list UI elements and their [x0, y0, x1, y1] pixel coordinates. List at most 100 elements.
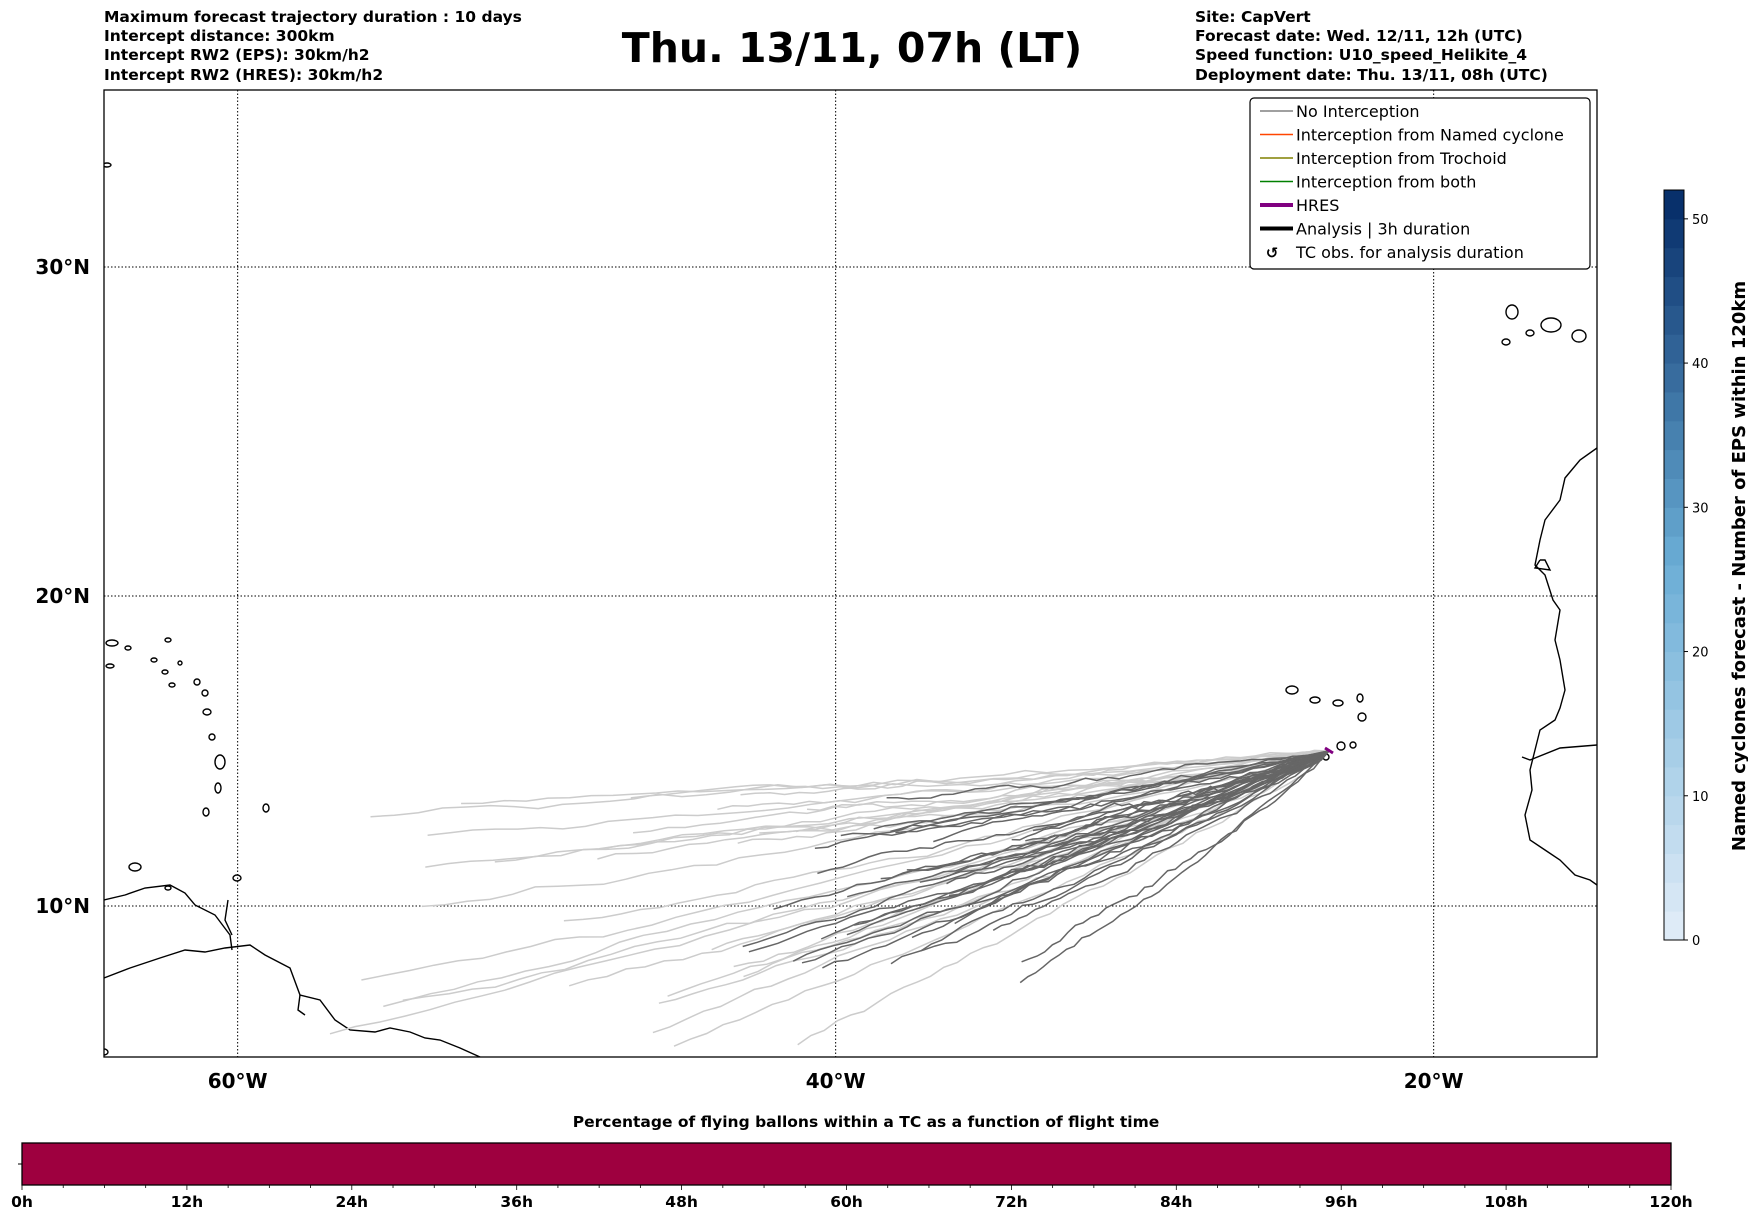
trajectory-line — [425, 750, 1330, 868]
flight-time-bar-chart: Percentage of flying ballons within a TC… — [11, 1113, 1693, 1211]
x-tick-label: 36h — [500, 1193, 533, 1211]
island-coastline — [1336, 741, 1346, 751]
island-coastline — [1540, 317, 1562, 333]
colorbar-tick-label: 0 — [1692, 934, 1700, 949]
island-coastline — [164, 885, 172, 891]
coastline — [1521, 744, 1597, 761]
coastlines — [104, 162, 1597, 1057]
x-tick-label: 120h — [1649, 1193, 1692, 1211]
island-coastline — [105, 639, 119, 647]
coastline — [1524, 447, 1597, 886]
colorbar-segment — [1664, 478, 1684, 508]
colorbar-segment — [1664, 680, 1684, 710]
colorbar-segment — [1664, 853, 1684, 883]
colorbar-segment — [1664, 218, 1684, 249]
colorbar-segment — [1664, 363, 1684, 393]
colorbar-tick-label: 10 — [1692, 790, 1709, 805]
trajectory-line — [563, 750, 1330, 922]
header-right: Site: CapVert Forecast date: Wed. 12/11,… — [1195, 8, 1548, 84]
colorbar-frame — [1663, 189, 1685, 941]
trajectory-line — [890, 750, 1330, 833]
bar-chart-title: Percentage of flying ballons within a TC… — [573, 1113, 1160, 1131]
coastline — [1533, 559, 1552, 571]
trajectory-line — [673, 750, 1330, 1047]
lon-tick-label: 60°W — [208, 1069, 268, 1093]
lon-tick-label: 20°W — [1404, 1069, 1464, 1093]
island-coastline — [177, 660, 183, 666]
trajectory-line — [886, 750, 1330, 800]
map: 30°N 20°N 10°N 60°W 40°W 20°W — [35, 89, 1598, 1093]
trajectory-line — [814, 750, 1330, 849]
legend-item-label: Interception from Named cyclone — [1296, 126, 1564, 145]
trajectory-line — [743, 750, 1330, 978]
island-coastline — [1571, 329, 1587, 343]
colorbar-segment — [1664, 391, 1684, 422]
colorbar-segment — [1664, 911, 1684, 941]
island-coastline — [104, 1048, 109, 1056]
colorbar-segment — [1664, 507, 1684, 537]
island-coastline — [262, 803, 270, 813]
colorbar-segment — [1664, 565, 1684, 595]
colorbar-segment — [1664, 247, 1684, 278]
colorbar-tick-label: 40 — [1692, 357, 1709, 372]
coastline — [297, 994, 306, 1016]
coastline — [104, 944, 481, 1057]
tc-obs-marker-icon: ↺ — [1266, 244, 1279, 262]
colorbar-segment — [1664, 766, 1684, 797]
colorbar-segment — [1664, 276, 1684, 306]
header-left-line: Intercept distance: 300km — [104, 27, 335, 45]
colorbar-segment — [1664, 795, 1684, 826]
island-coastline — [1501, 338, 1511, 346]
legend-item-label: TC obs. for analysis duration — [1295, 243, 1524, 262]
legend-item-label: Interception from both — [1296, 173, 1476, 192]
header-left-line: Maximum forecast trajectory duration : 1… — [104, 8, 522, 26]
colorbar-tick-label: 30 — [1692, 501, 1709, 516]
coastline — [224, 899, 233, 936]
header-right-line: Speed function: U10_speed_Helikite_4 — [1195, 46, 1527, 64]
colorbar-segment — [1664, 824, 1684, 854]
trajectory-line — [797, 750, 1330, 1046]
legend-box — [1249, 97, 1591, 270]
x-tick-label: 24h — [335, 1193, 368, 1211]
x-tick-label: 12h — [171, 1193, 204, 1211]
colorbar-segment — [1664, 420, 1684, 451]
trajectory-line — [954, 750, 1330, 925]
trajectory-line — [740, 749, 1330, 796]
island-coastline — [164, 637, 172, 643]
colorbar-segment — [1664, 651, 1684, 681]
legend: No Interception Interception from Named c… — [1249, 97, 1591, 270]
colorbar-tick-label: 20 — [1692, 646, 1709, 661]
island-coastline — [104, 162, 112, 168]
colorbar-segment — [1664, 593, 1684, 624]
colorbar-segment — [1664, 622, 1684, 653]
trajectory-line — [880, 750, 1330, 880]
legend-item-label: Analysis | 3h duration — [1296, 220, 1470, 239]
trajectory-line — [633, 750, 1330, 834]
island-coastline — [168, 682, 176, 688]
x-tick-label: 48h — [665, 1193, 698, 1211]
header-left-line: Intercept RW2 (EPS): 30km/h2 — [104, 46, 370, 64]
x-tick-label: 84h — [1160, 1193, 1193, 1211]
map-frame — [103, 89, 1598, 1058]
colorbar-segment — [1664, 190, 1684, 220]
island-coastline — [214, 754, 226, 770]
colorbar-segment — [1664, 709, 1684, 739]
island-coastline — [105, 663, 115, 669]
island-coastline — [1525, 329, 1535, 337]
trajectory-line — [1019, 750, 1330, 984]
colorbar-segment — [1664, 334, 1684, 364]
header-right-line: Site: CapVert — [1195, 8, 1311, 26]
island-coastline — [214, 782, 222, 794]
colorbar-segment — [1664, 738, 1684, 768]
legend-item-label: HRES — [1296, 196, 1339, 215]
island-coastline — [1357, 712, 1367, 722]
trajectory-line — [461, 750, 1330, 805]
lon-tick-label: 40°W — [806, 1069, 866, 1093]
lat-tick-label: 20°N — [35, 584, 90, 608]
island-coastline — [201, 689, 209, 697]
island-coastline — [1356, 693, 1364, 703]
trajectory-line — [383, 750, 1330, 1008]
colorbar-label: Named cyclones forecast - Number of EPS … — [1729, 281, 1748, 851]
percentage-bar — [21, 1142, 1672, 1186]
